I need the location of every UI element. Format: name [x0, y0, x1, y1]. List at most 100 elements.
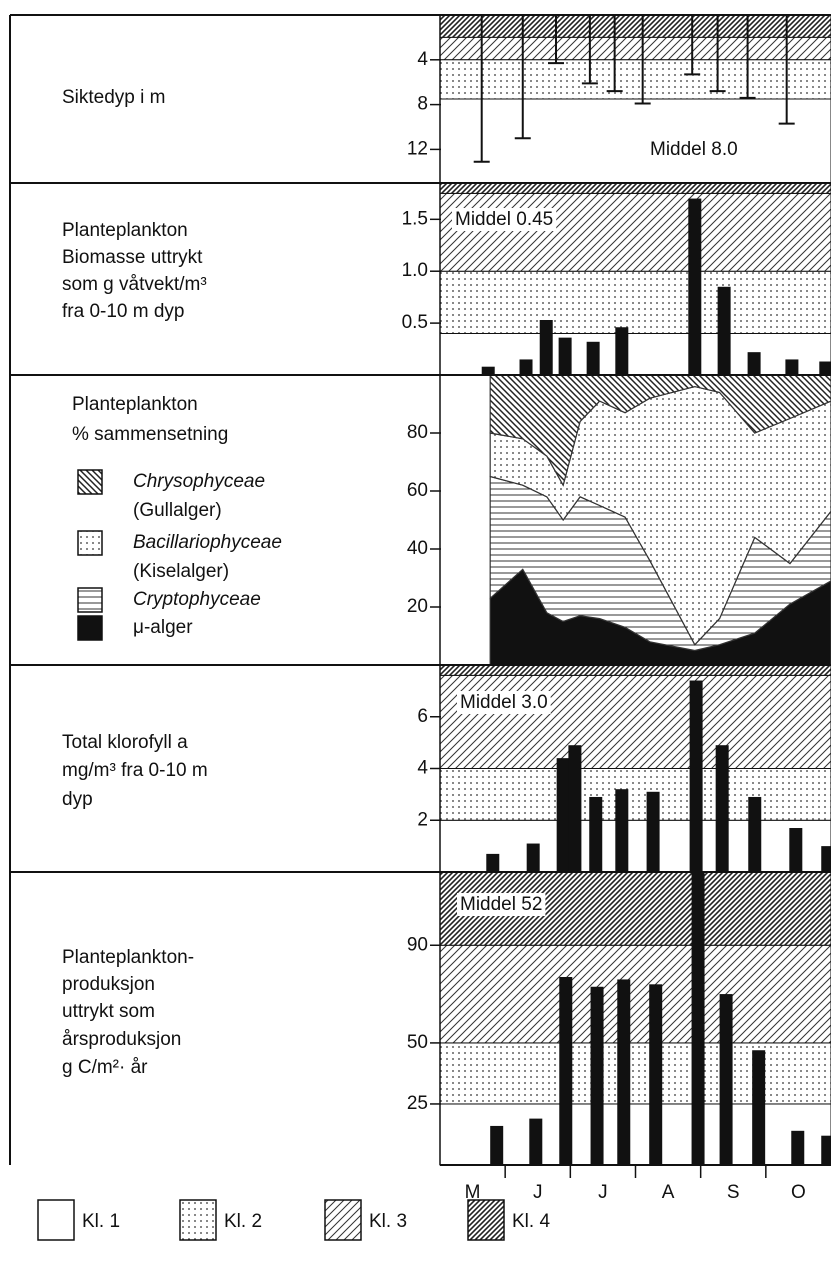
bar [821, 1135, 831, 1165]
panel-label: Biomasse uttrykt [62, 247, 203, 268]
panel-label: Planteplankton [72, 394, 198, 415]
class-band [439, 1042, 831, 1105]
bar [752, 1050, 766, 1165]
bar [556, 758, 570, 872]
panel-label: % sammensetning [72, 424, 228, 445]
legend-swatch [77, 530, 103, 556]
y-tick-label: 4 [417, 758, 428, 779]
depth-bar [634, 15, 651, 105]
legend-label: μ-alger [133, 617, 193, 638]
bar [791, 1130, 805, 1165]
frame [9, 14, 831, 1165]
class-band [439, 98, 831, 184]
depth-bar [547, 15, 564, 65]
axes: Siktedyp i m 4 8 12 Planteplankton Biomasse u… [37, 15, 831, 1241]
bar [615, 789, 629, 872]
bar [646, 791, 660, 872]
bar [689, 680, 703, 872]
class-band [439, 1103, 831, 1166]
bar [568, 745, 582, 872]
y-tick-label: 2 [417, 809, 428, 830]
legend-note: (Gullalger) [133, 500, 222, 521]
bar [719, 994, 733, 1165]
y-tick-label: 20 [407, 596, 428, 617]
y-tick-label: 25 [407, 1093, 428, 1114]
x-tick-label: O [791, 1182, 806, 1203]
panel-label: årsproduksjon [62, 1029, 181, 1050]
x-tick-label: J [598, 1182, 608, 1203]
bar [691, 872, 705, 1165]
annotation: Middel 0.45 [455, 209, 553, 230]
bar [529, 1118, 543, 1165]
depth-bar [473, 15, 490, 163]
legend-label: Chrysophyceae [133, 471, 265, 492]
bar [649, 984, 663, 1165]
legend-label: Kl. 4 [512, 1211, 550, 1232]
class-band [439, 674, 831, 769]
bar [688, 198, 702, 375]
bar [717, 286, 731, 375]
bar [490, 1125, 504, 1165]
depth-bar [739, 15, 756, 99]
bar [748, 796, 762, 872]
y-tick-label: 40 [407, 538, 428, 559]
legend-swatch [37, 1199, 75, 1241]
bar [821, 846, 831, 872]
y-tick-label: 50 [407, 1032, 428, 1053]
legend-swatch [77, 587, 103, 613]
annotation-box [647, 138, 741, 162]
bar [559, 976, 573, 1165]
class-band [439, 270, 831, 334]
panel-label: produksjon [62, 974, 155, 995]
y-tick-label: 90 [407, 934, 428, 955]
bar [589, 796, 603, 872]
bar [715, 745, 729, 872]
y-tick-label: 12 [407, 138, 428, 159]
legend-swatch [324, 1199, 362, 1241]
legend-swatch [77, 469, 103, 495]
bar [519, 359, 533, 375]
class-band [439, 944, 831, 1044]
panel-label: uttrykt som [62, 1001, 155, 1022]
y-tick-label: 80 [407, 422, 428, 443]
legend-label: Kl. 1 [82, 1211, 120, 1232]
class-band [439, 36, 831, 61]
panel-label: mg/m³ fra 0-10 m [62, 760, 208, 781]
class-band [439, 59, 831, 100]
legend-label: Kl. 2 [224, 1211, 262, 1232]
bar [590, 986, 604, 1165]
panel-label: Planteplankton [62, 220, 188, 241]
annotation-box [452, 208, 557, 232]
class-band [439, 182, 831, 194]
class-band [439, 192, 831, 272]
bar [747, 352, 761, 375]
annotation: Middel 8.0 [650, 139, 738, 160]
bar [526, 843, 540, 872]
x-tick-label: S [727, 1182, 740, 1203]
y-tick-label: 60 [407, 480, 428, 501]
bar [785, 359, 799, 375]
annotation: Middel 52 [460, 894, 542, 915]
depth-bar [606, 15, 623, 93]
bar [617, 979, 631, 1165]
panel-label: som g våtvekt/m³ [62, 274, 207, 295]
y-tick-label: 1.5 [402, 208, 428, 229]
panel-label: fra 0-10 m dyp [62, 301, 185, 322]
legend-label: Bacillariophyceae [133, 532, 282, 553]
bar [615, 327, 629, 375]
x-tick-label: J [533, 1182, 543, 1203]
depth-bar [778, 15, 795, 125]
class-band [439, 332, 831, 376]
panel-label: Total klorofyll a [62, 732, 188, 753]
bar [486, 853, 500, 872]
depth-bar [514, 15, 531, 140]
legend-swatch [77, 615, 103, 641]
legend-swatch [179, 1199, 217, 1241]
y-tick-label: 8 [417, 94, 428, 115]
annotation: Middel 3.0 [460, 692, 548, 713]
class-band [439, 14, 831, 38]
y-tick-label: 0.5 [402, 312, 428, 333]
panel-label: Planteplankton- [62, 947, 194, 968]
panel-label: dyp [62, 789, 93, 810]
